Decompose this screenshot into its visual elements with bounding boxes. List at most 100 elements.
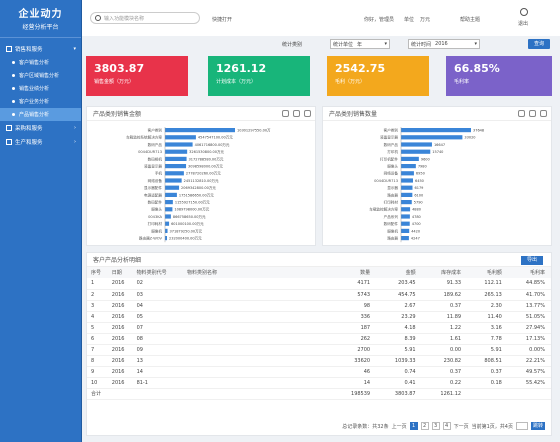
page-3[interactable]: 3 — [431, 422, 440, 430]
sidebar-item-performance[interactable]: 销售业绩分析 — [0, 82, 81, 95]
sidebar-item-region-sales[interactable]: 客户区域销售分析 — [0, 69, 81, 82]
pagination: 总记录条数：共32条 上一页 1 2 3 4 下一页 当前第1页，共4页 跳转 — [342, 422, 545, 430]
bar[interactable] — [401, 221, 410, 226]
gear-icon[interactable] — [293, 110, 300, 117]
page-2[interactable]: 2 — [420, 422, 429, 430]
bar[interactable] — [401, 135, 463, 140]
page-1[interactable]: 1 — [409, 422, 418, 430]
table-cell: 2016 — [107, 278, 133, 290]
table-cell: 2 — [87, 289, 108, 301]
column-header[interactable]: 数量 — [332, 267, 377, 278]
table-row[interactable]: 合计 198539 3803.87 1261.12 — [87, 388, 551, 400]
stat-unit-select[interactable]: 统计单位 年 ▾ — [330, 39, 390, 49]
bar[interactable] — [401, 171, 414, 176]
period-select[interactable]: 统计时间 2016 ▾ — [408, 39, 480, 49]
quick-open-link[interactable]: 快捷打开 — [212, 17, 233, 23]
sidebar-group-sales[interactable]: 销售和服务 ▾ — [0, 42, 81, 56]
sidebar-item-customer-sales[interactable]: 客户销售分析 — [0, 56, 81, 69]
expand-icon[interactable] — [282, 110, 289, 117]
goto-page-input[interactable] — [516, 422, 528, 430]
bar[interactable] — [165, 149, 188, 154]
bar[interactable] — [401, 149, 431, 154]
sidebar-item-customer-business[interactable]: 客户业务分析 — [0, 95, 81, 108]
sidebar-group-purchase[interactable]: 采购和服务 › — [0, 121, 81, 135]
help-icon[interactable] — [540, 110, 547, 117]
bar[interactable] — [165, 236, 167, 241]
table-row[interactable]: 6 2016 08 262 8.39 1.61 7.78 17.13% — [87, 333, 551, 345]
table-row[interactable]: 7 2016 09 2700 5.91 0.00 5.91 0.00% — [87, 344, 551, 356]
table-row[interactable]: 8 2016 13 33620 1039.33 230.82 808.51 22.21% — [87, 355, 551, 367]
column-header[interactable]: 毛利率 — [507, 267, 551, 278]
bar[interactable] — [401, 236, 409, 241]
bar[interactable] — [401, 200, 412, 205]
next-page-link[interactable]: 下一页 — [453, 423, 469, 430]
power-icon[interactable] — [520, 8, 528, 16]
bar[interactable] — [165, 221, 170, 226]
bar[interactable] — [165, 228, 168, 233]
bar[interactable] — [401, 214, 410, 219]
column-header[interactable]: 日期 — [107, 267, 133, 278]
bar[interactable] — [165, 128, 235, 133]
bar[interactable] — [165, 164, 187, 169]
table-row[interactable]: 1 2016 02 4171 203.45 91.33 112.11 44.85% — [87, 278, 551, 290]
sidebar-group-label: 采购和服务 — [15, 126, 43, 132]
page-4[interactable]: 4 — [442, 422, 451, 430]
table-cell: 2016 — [107, 377, 133, 389]
bar[interactable] — [401, 156, 419, 161]
bar[interactable] — [401, 192, 413, 197]
unit-value[interactable]: 万元 — [420, 17, 431, 23]
prev-page-link[interactable]: 上一页 — [391, 423, 407, 430]
filter-bar: 统计类别 统计单位 年 ▾ 统计时间 2016 ▾ 查询 — [82, 37, 560, 51]
bar[interactable] — [401, 185, 413, 190]
table-cell: 08 — [132, 333, 183, 345]
table-cell: 05 — [132, 311, 183, 323]
table-cell: 7.78 — [467, 333, 508, 345]
table-row[interactable]: 10 2016 81-1 14 0.41 0.22 0.18 55.42% — [87, 377, 551, 389]
bar[interactable] — [165, 171, 184, 176]
column-header[interactable]: 物料类别代号 — [132, 267, 183, 278]
query-button[interactable]: 查询 — [528, 39, 550, 49]
brand-logo: 企业动力 经营分析平台 — [0, 0, 81, 38]
exit-link[interactable]: 退出 — [518, 21, 529, 27]
goto-button[interactable]: 跳转 — [531, 422, 545, 430]
sidebar-item-product-sales[interactable]: 产品销售分析 — [0, 108, 81, 121]
table-row[interactable]: 2 2016 03 5743 454.75 189.62 265.13 41.70% — [87, 289, 551, 301]
data-label: 232000400.00万元 — [169, 237, 202, 241]
bar[interactable] — [401, 228, 410, 233]
bar[interactable] — [165, 207, 173, 212]
table-row[interactable]: 9 2016 14 46 0.74 0.37 0.37 49.57% — [87, 366, 551, 378]
table-cell: 8.39 — [376, 333, 422, 345]
bar[interactable] — [165, 192, 177, 197]
bar[interactable] — [401, 128, 471, 133]
sidebar-group-production[interactable]: 生产和服务 › — [0, 135, 81, 149]
search-input[interactable]: 输入功能模块名称 — [104, 15, 145, 22]
expand-icon[interactable] — [518, 110, 525, 117]
export-button[interactable]: 导出 — [521, 256, 543, 265]
bar[interactable] — [165, 214, 171, 219]
bar[interactable] — [401, 178, 413, 183]
search-box[interactable]: 输入功能模块名称 — [90, 12, 200, 24]
column-header[interactable]: 物料类别名称 — [182, 267, 333, 278]
table-row[interactable]: 5 2016 07 187 4.18 1.22 3.16 27.94% — [87, 322, 551, 334]
kpi-label: 毛利率 — [454, 79, 470, 85]
column-header[interactable]: 金额 — [376, 267, 422, 278]
column-header[interactable]: 库存成本 — [421, 267, 468, 278]
bar[interactable] — [165, 178, 182, 183]
bar[interactable] — [165, 200, 173, 205]
bar[interactable] — [401, 142, 432, 147]
bar[interactable] — [165, 185, 180, 190]
table-row[interactable]: 3 2016 04 98 2.67 0.37 2.30 13.77% — [87, 300, 551, 312]
bar[interactable] — [401, 207, 411, 212]
category-label: 车载监控解决方案 — [369, 207, 398, 212]
bar[interactable] — [401, 164, 416, 169]
bar[interactable] — [165, 156, 187, 161]
gear-icon[interactable] — [529, 110, 536, 117]
help-link[interactable]: 帮助主题 — [460, 17, 481, 23]
bar[interactable] — [165, 135, 196, 140]
detail-table: 序号 日期 物料类别代号 物料类别名称 数量 金额 库存成本 毛利额 毛利率 1 2016 02 41… — [87, 267, 551, 400]
help-icon[interactable] — [304, 110, 311, 117]
column-header[interactable]: 序号 — [87, 267, 108, 278]
table-row[interactable]: 4 2016 05 336 23.29 11.89 11.40 51.05% — [87, 311, 551, 323]
column-header[interactable]: 毛利额 — [467, 267, 508, 278]
bar[interactable] — [165, 142, 193, 147]
